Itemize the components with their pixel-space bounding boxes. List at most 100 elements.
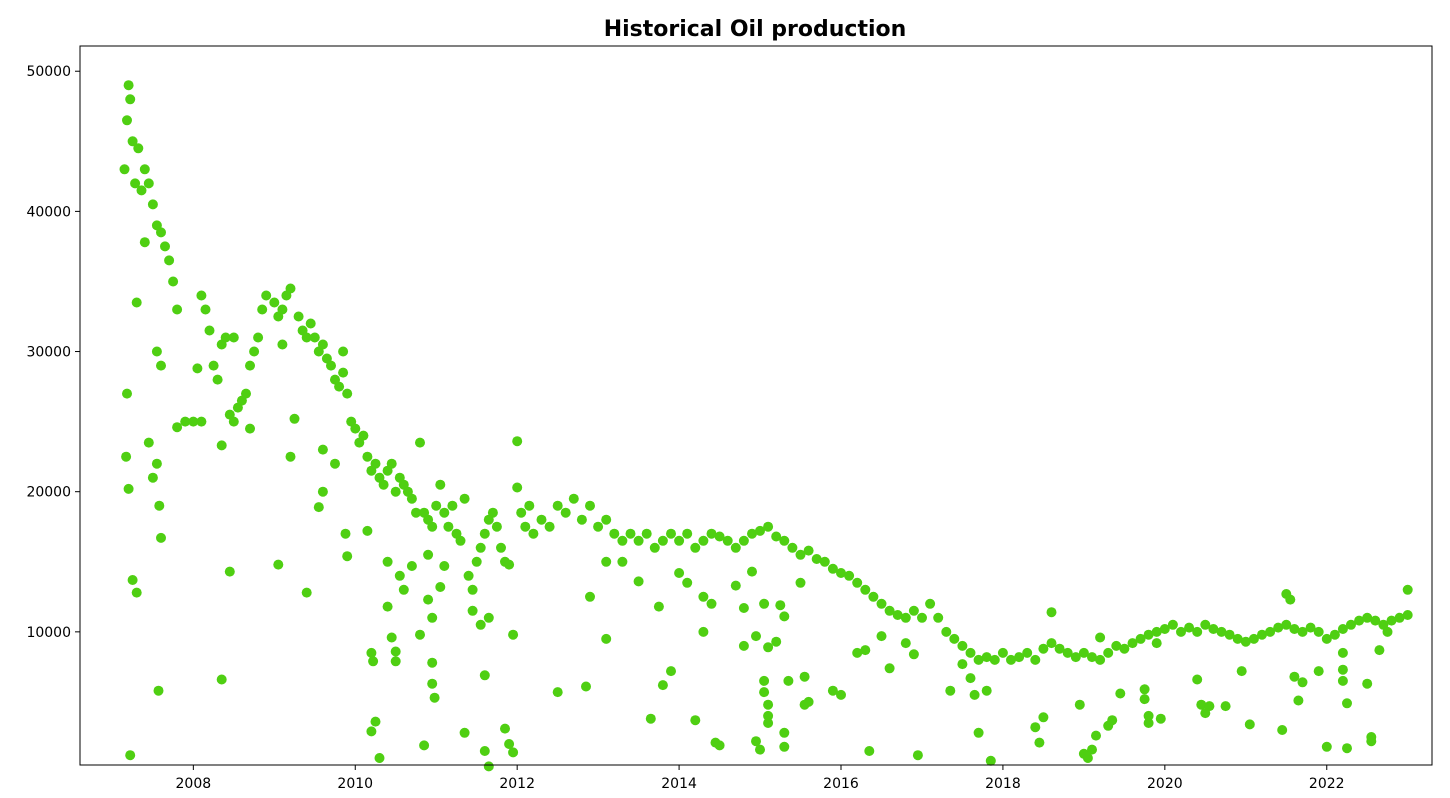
data-point [973,654,984,665]
data-point [969,689,980,700]
data-point [1281,619,1292,630]
data-point [1095,632,1106,643]
data-point [941,626,952,637]
data-point [585,500,595,511]
data-point [411,507,421,518]
data-point [156,532,166,543]
data-point [212,374,223,385]
data-point [653,601,664,612]
data-point [224,566,235,577]
data-point [1216,626,1227,637]
data-point [1257,629,1267,640]
data-point [164,255,175,266]
data-point [771,531,782,542]
data-point [139,237,150,248]
data-point [1337,647,1348,658]
data-point [714,531,725,542]
data-point [228,332,239,343]
data-point [188,416,199,427]
data-point [358,430,369,441]
data-point [1135,633,1146,644]
data-point [1321,633,1332,644]
data-point [1240,636,1251,647]
data-point [317,339,328,350]
data-point [900,638,911,649]
data-point [431,500,442,511]
data-point [130,178,141,189]
data-point [1297,626,1308,637]
data-point [455,535,466,546]
data-point [386,632,397,643]
data-point [122,388,132,399]
x-tick-label: 2022 [1309,776,1345,792]
data-point [747,566,757,577]
data-point [362,525,373,536]
data-point [131,587,142,598]
data-point [1402,584,1413,595]
y-tick-label: 40000 [26,204,71,220]
data-point [844,570,855,581]
data-point [738,640,749,651]
data-point [143,178,154,189]
data-point [908,605,919,616]
data-point [1111,640,1122,651]
data-point [560,507,571,518]
data-point [771,636,782,647]
data-point [504,559,515,570]
data-point [779,741,790,752]
data-point [479,670,490,681]
data-point [508,629,519,640]
data-point [200,304,211,315]
data-point [763,521,774,532]
data-point [326,360,336,371]
data-point [340,528,351,539]
data-point [378,479,389,490]
x-tick-label: 2018 [985,776,1021,792]
data-point [439,561,450,571]
data-point [884,605,895,616]
data-point [827,685,838,696]
data-point [1362,678,1373,689]
data-point [827,563,838,574]
data-point [1030,722,1041,733]
data-point [755,525,765,536]
data-point [153,685,164,696]
data-point [957,659,968,670]
data-point [435,479,446,490]
data-point [997,647,1008,658]
data-point [989,654,1000,665]
data-point [1321,741,1332,752]
data-point [151,458,162,469]
data-point [479,528,490,539]
data-point [585,591,595,602]
data-point [876,631,887,642]
data-point [1305,622,1316,633]
data-point [803,545,814,556]
data-point [581,681,591,692]
data-point [386,458,397,469]
data-point [666,528,676,539]
data-point [406,561,417,571]
data-point [1014,652,1025,663]
chart-title: Historical Oil production [604,17,907,42]
data-point [415,629,425,640]
data-point [965,647,976,658]
data-point [1074,699,1085,710]
data-point [1087,652,1097,663]
data-point [763,718,774,728]
data-point [1289,624,1300,634]
data-point [390,656,401,667]
data-point [949,633,960,644]
y-tick-label: 10000 [26,625,71,641]
axes-layer: 2008 2010 2012 2014 2016 2018 2020 2022 10000 200… [26,45,1433,792]
data-point [1054,643,1065,654]
data-point [467,584,478,595]
data-point [617,535,628,546]
data-point [836,689,846,700]
data-point [257,304,268,315]
data-point [925,598,936,609]
data-point [633,576,644,587]
data-point [334,381,345,392]
data-point [751,736,761,747]
data-point [755,744,765,755]
